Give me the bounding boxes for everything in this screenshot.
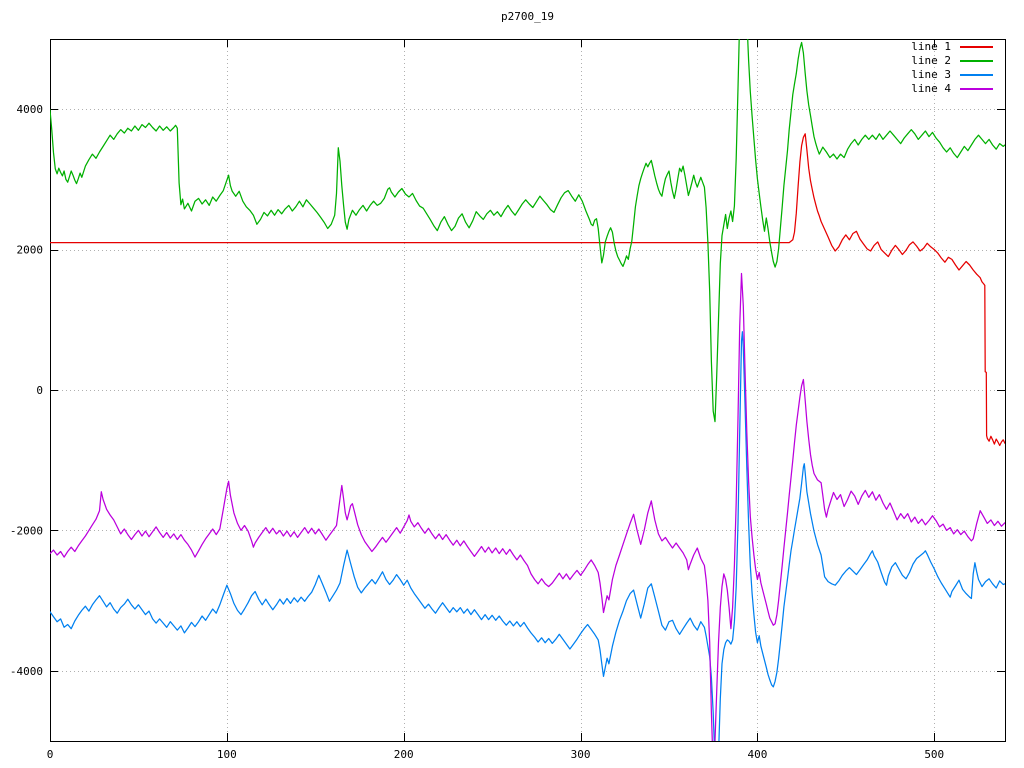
legend-line-sample — [960, 46, 993, 48]
legend: line 1 line 2 line 3 line 4 — [911, 40, 993, 96]
plot-border — [49, 38, 1007, 743]
y-tick-label: 2000 — [17, 244, 44, 257]
chart-title: p2700_19 — [501, 10, 554, 23]
x-tick-label: 0 — [47, 748, 54, 761]
y-tick-label: -4000 — [10, 665, 43, 678]
legend-line-sample — [960, 88, 993, 90]
x-tick-label: 100 — [217, 748, 237, 761]
x-tick-label: 500 — [924, 748, 944, 761]
series-line-1 — [50, 133, 1005, 447]
y-tick-label: 0 — [36, 384, 43, 397]
legend-label: line 2 — [911, 54, 951, 67]
legend-entry: line 2 — [911, 54, 993, 68]
y-tick-label: 4000 — [17, 103, 44, 116]
legend-label: line 1 — [911, 40, 951, 53]
legend-entry: line 3 — [911, 68, 993, 82]
series-line-4 — [50, 272, 1005, 741]
x-tick-label: 300 — [571, 748, 591, 761]
x-tick-label: 400 — [747, 748, 767, 761]
legend-line-sample — [960, 60, 993, 62]
legend-entry: line 1 — [911, 40, 993, 54]
legend-line-sample — [960, 74, 993, 76]
series-line-3 — [50, 331, 1005, 741]
legend-label: line 3 — [911, 68, 951, 81]
series-line-2 — [50, 39, 1005, 423]
x-tick-label: 200 — [394, 748, 414, 761]
legend-label: line 4 — [911, 82, 951, 95]
y-tick-label: -2000 — [10, 524, 43, 537]
legend-entry: line 4 — [911, 82, 993, 96]
